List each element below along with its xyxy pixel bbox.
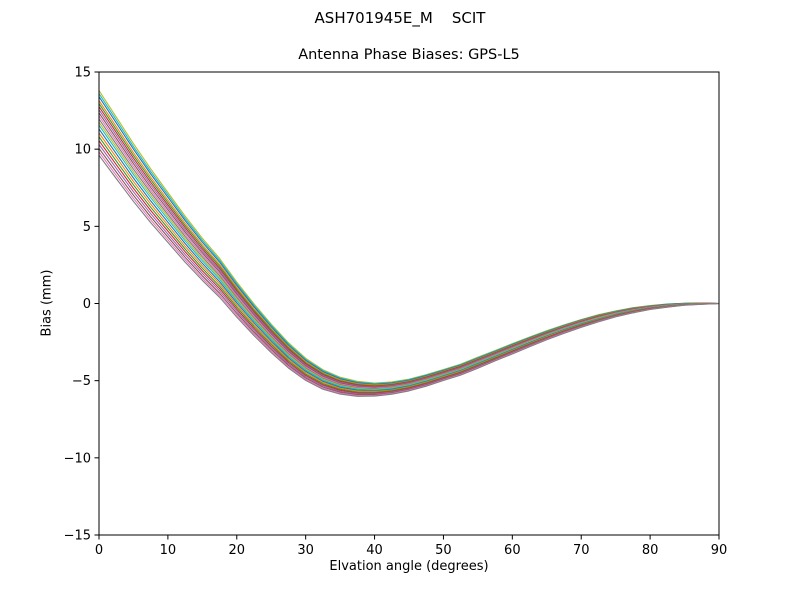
x-tick-label: 30 [297, 543, 314, 558]
series-line [98, 121, 720, 391]
y-tick-label: −5 [72, 374, 91, 389]
y-tick-label: 15 [74, 66, 91, 81]
y-tick-label: 5 [83, 220, 91, 235]
x-tick-label: 10 [160, 543, 177, 558]
y-tick-label: −15 [64, 529, 91, 544]
axes-frame [98, 71, 720, 536]
x-tick-label: 50 [435, 543, 452, 558]
chart-title: Antenna Phase Biases: GPS-L5 [298, 47, 520, 63]
x-tick-label: 60 [504, 543, 521, 558]
x-axis-label: Elvation angle (degrees) [329, 559, 489, 574]
x-tick-label: 80 [642, 543, 659, 558]
series-line [98, 112, 720, 389]
x-tick-label: 90 [711, 543, 728, 558]
y-tick-label: 10 [74, 143, 91, 158]
series-line [98, 148, 720, 396]
x-tick-label: 20 [229, 543, 246, 558]
series-line [98, 124, 720, 391]
x-tick-label: 0 [95, 543, 103, 558]
y-tick-label: −10 [64, 451, 91, 466]
series-line [98, 151, 720, 397]
x-tick-label: 70 [573, 543, 590, 558]
y-tick-label: 0 [83, 297, 91, 312]
x-tick-label: 40 [366, 543, 383, 558]
chart-suptitle: ASH701945E_M SCIT [314, 9, 486, 27]
series-line [98, 154, 720, 397]
